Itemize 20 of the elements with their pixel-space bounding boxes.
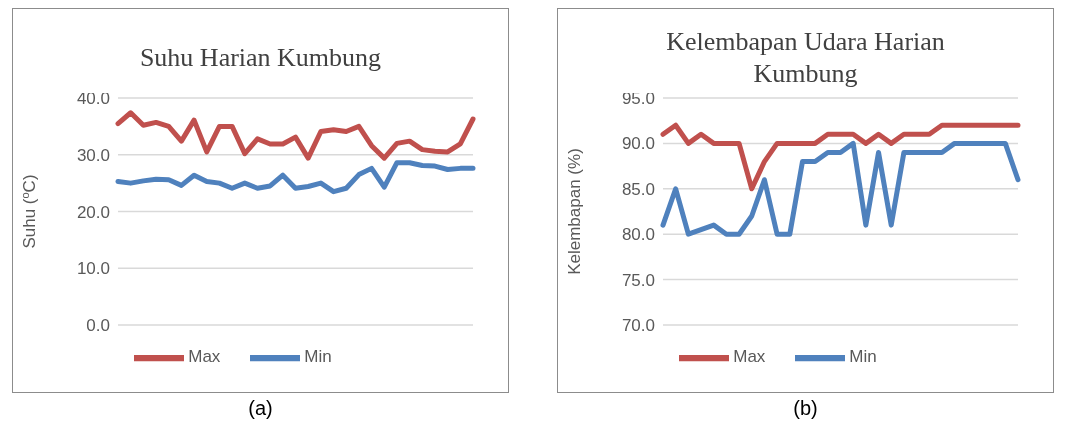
y-tick-label: 90.0	[621, 134, 655, 154]
y-tick-label: 10.0	[76, 259, 110, 279]
y-tick-label: 75.0	[621, 270, 655, 290]
y-axis-title: Kelembapan (%)	[565, 148, 584, 275]
legend-label: Min	[849, 347, 877, 367]
y-tick-label: 20.0	[76, 202, 110, 222]
text: (a)	[248, 397, 273, 420]
chart-title: Kelembapan Udara Harian Kumbung	[666, 27, 945, 88]
legend-label: Min	[304, 347, 332, 367]
chart-title: Suhu Harian Kumbung	[139, 43, 382, 72]
y-tick-label: 85.0	[621, 179, 655, 199]
y-tick-label: 40.0	[76, 89, 110, 109]
y-tick-label: 70.0	[621, 316, 655, 336]
text: (b)	[793, 397, 818, 420]
y-tick-label: 80.0	[621, 225, 655, 245]
legend-label: Max	[733, 347, 766, 367]
legend-label: Max	[188, 347, 221, 367]
y-tick-label: 95.0	[621, 89, 655, 109]
y-tick-label: 0.0	[86, 316, 110, 336]
y-tick-label: 30.0	[76, 145, 110, 165]
